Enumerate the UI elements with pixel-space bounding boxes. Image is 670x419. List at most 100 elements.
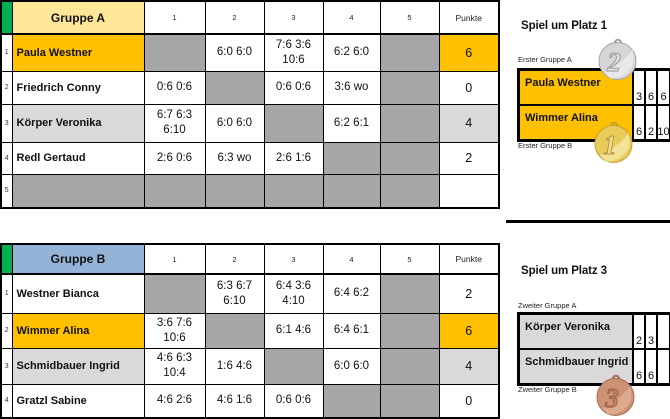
score-cell: 6:7 6:3 6:10 <box>143 103 206 143</box>
score-cell: 0:6 0:6 <box>263 383 324 419</box>
round-column-header: 2 <box>204 0 265 35</box>
row-number: 3 <box>0 103 13 143</box>
points-cell: 4 <box>438 347 500 385</box>
playoff3-title: Spiel um Platz 3 <box>521 265 607 277</box>
blocked-cell <box>379 33 440 72</box>
playoff-player-name: Körper Veronika <box>519 314 633 349</box>
playoff-set-score: 6 <box>633 349 645 384</box>
playoff-set-score: 6 <box>633 105 645 140</box>
playoff-set-score: 2 <box>633 314 645 349</box>
playoff-set-score: 6 <box>645 349 657 384</box>
points-cell: 2 <box>438 273 500 314</box>
points-cell: 0 <box>438 70 500 105</box>
blocked-cell <box>322 383 381 419</box>
blocked-cell <box>143 273 206 314</box>
score-cell: 6:0 6:0 <box>204 33 265 72</box>
score-cell: 4:6 1:6 <box>204 383 265 419</box>
round-column-header: 4 <box>322 243 381 275</box>
blocked-cell <box>379 141 440 175</box>
blocked-cell <box>379 312 440 349</box>
score-cell: 2:6 0:6 <box>143 141 206 175</box>
gold-medal-icon: 1 <box>593 119 634 168</box>
points-cell: 4 <box>438 103 500 143</box>
svg-text:1: 1 <box>603 130 617 160</box>
playoff-set-score: 3 <box>633 70 645 105</box>
svg-text:2: 2 <box>606 47 621 77</box>
playoff1-title: Spiel um Platz 1 <box>521 20 607 32</box>
playoff-set-score: 3 <box>645 314 657 349</box>
playoff3-top-label: Zweiter Gruppe A <box>518 301 577 310</box>
player-name-cell: Körper Veronika <box>11 103 145 143</box>
blocked-cell <box>263 103 324 143</box>
playoff-set-score <box>657 314 670 349</box>
blocked-cell <box>322 141 381 175</box>
player-name-cell <box>11 173 145 209</box>
blocked-cell <box>204 173 265 209</box>
bronze-medal-icon: 3 <box>595 372 636 419</box>
round-column-header: 5 <box>379 0 440 35</box>
playoff1-bottom-label: Erster Gruppe B <box>518 141 573 150</box>
player-name-cell: Friedrich Conny <box>11 70 145 105</box>
silver-medal-icon: 2 <box>597 36 638 85</box>
score-cell: 0:6 0:6 <box>143 70 206 105</box>
playoff3-grid: Körper Veronika 2 3 Schmidbauer Ingrid 6 6 <box>517 312 670 386</box>
blocked-cell <box>143 33 206 72</box>
group-a-table: Gruppe A 1 2 3 4 5 Punkte 1 Paula Westner 6:0 6:0… <box>0 0 500 209</box>
row-number: 2 <box>0 70 13 105</box>
group-title: Gruppe A <box>11 0 145 35</box>
score-cell: 4:6 6:3 10:4 <box>143 347 206 385</box>
round-column-header: 4 <box>322 0 381 35</box>
section-divider <box>506 220 670 223</box>
score-cell: 3:6 wo <box>322 70 381 105</box>
score-cell: 6:3 wo <box>204 141 265 175</box>
blocked-cell <box>379 103 440 143</box>
score-cell: 6:3 6:7 6:10 <box>204 273 265 314</box>
score-cell: 6:1 4:6 <box>263 312 324 349</box>
blocked-cell <box>204 70 265 105</box>
score-cell: 1:6 4:6 <box>204 347 265 385</box>
round-column-header: 2 <box>204 243 265 275</box>
player-name-cell: Gratzl Sabine <box>11 383 145 419</box>
group-title: Gruppe B <box>11 243 145 275</box>
score-cell: 6:2 6:0 <box>322 33 381 72</box>
round-column-header: 3 <box>263 0 324 35</box>
playoff-set-score: 6 <box>657 70 670 105</box>
score-cell: 4:6 2:6 <box>143 383 206 419</box>
score-cell: 6:0 6:0 <box>204 103 265 143</box>
blocked-cell <box>143 173 206 209</box>
row-number: 1 <box>0 33 13 72</box>
player-name-cell: Westner Bianca <box>11 273 145 314</box>
blocked-cell <box>379 273 440 314</box>
points-cell: 6 <box>438 33 500 72</box>
svg-text:3: 3 <box>604 383 619 413</box>
blocked-cell <box>379 347 440 385</box>
round-column-header: 3 <box>263 243 324 275</box>
row-number: 3 <box>0 347 13 385</box>
corner-cell <box>0 0 13 35</box>
row-number: 4 <box>0 141 13 175</box>
score-cell: 6:0 6:0 <box>322 347 381 385</box>
points-cell: 2 <box>438 141 500 175</box>
points-cell <box>438 173 500 209</box>
blocked-cell <box>379 383 440 419</box>
blocked-cell <box>263 347 324 385</box>
score-cell: 6:4 6:1 <box>322 312 381 349</box>
player-name-cell: Paula Westner <box>11 33 145 72</box>
points-cell: 0 <box>438 383 500 419</box>
score-cell: 6:4 3:6 4:10 <box>263 273 324 314</box>
blocked-cell <box>379 70 440 105</box>
score-cell: 7:6 3:6 10:6 <box>263 33 324 72</box>
round-column-header: 5 <box>379 243 440 275</box>
player-name-cell: Redl Gertaud <box>11 141 145 175</box>
blocked-cell <box>263 173 324 209</box>
points-cell: 6 <box>438 312 500 349</box>
blocked-cell <box>204 312 265 349</box>
points-header: Punkte <box>438 243 500 275</box>
playoff-set-score: 2 <box>645 105 657 140</box>
playoff1-top-label: Erster Gruppe A <box>518 55 572 64</box>
playoff3-bottom-label: Zweiter Gruppe B <box>518 385 577 394</box>
score-cell: 2:6 1:6 <box>263 141 324 175</box>
points-header: Punkte <box>438 0 500 35</box>
playoff-set-score: 6 <box>645 70 657 105</box>
